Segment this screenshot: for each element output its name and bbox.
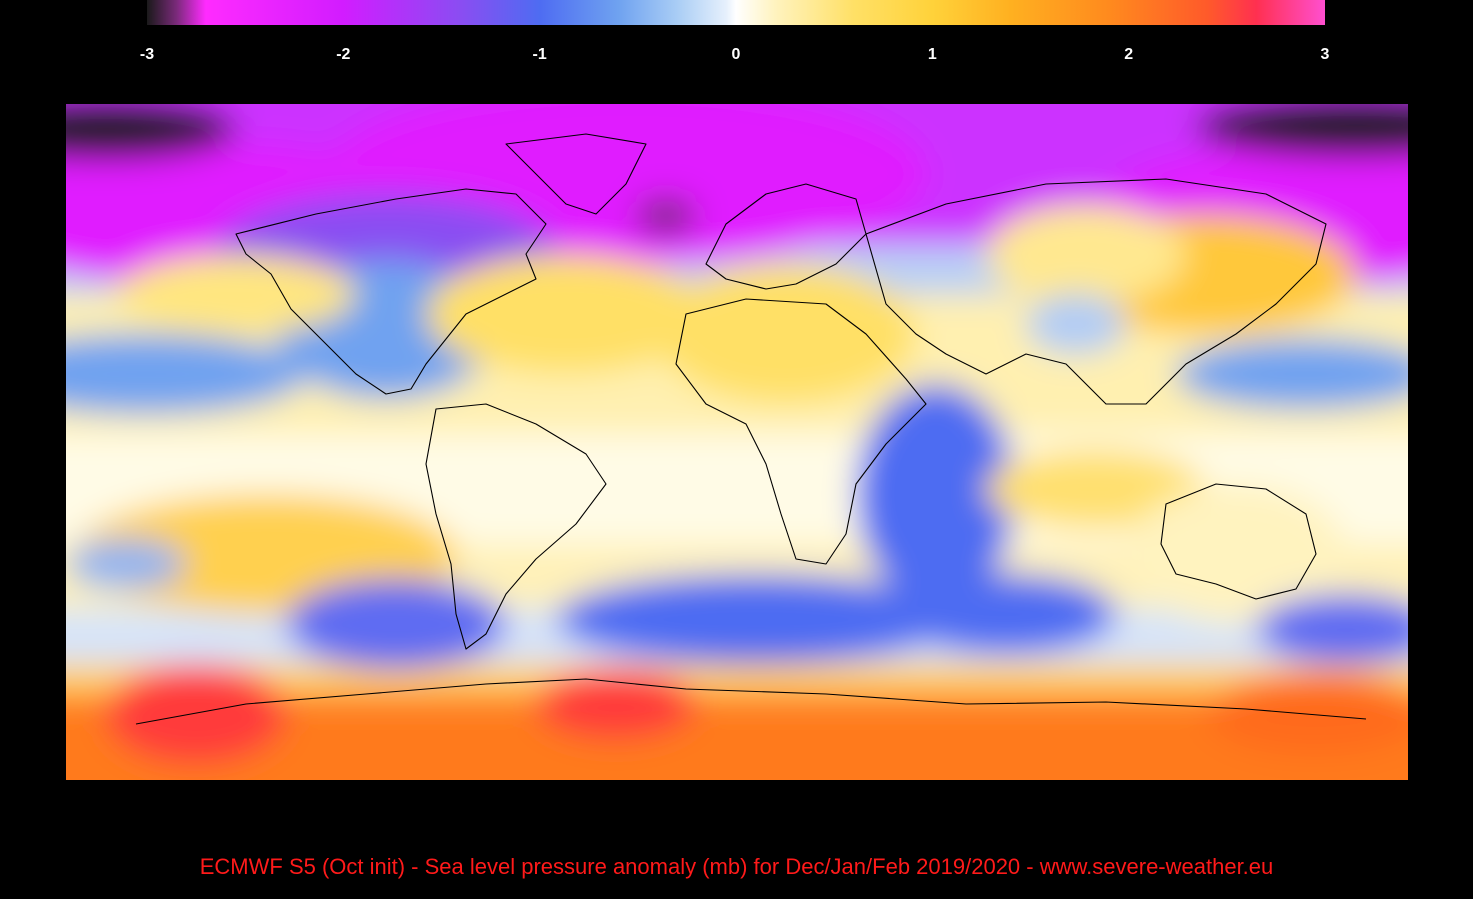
colorbar-gradient [147,0,1325,25]
low-tasman [1256,594,1408,664]
high-australia [1126,484,1346,624]
low-south-atlantic [556,574,956,664]
africa-coastline [675,298,927,565]
antarctica-coastline [135,678,1367,725]
world-anomaly-map [66,104,1408,780]
colorbar-tick-label: -2 [336,46,351,63]
south-america-coastline [425,403,607,650]
anomaly-field [66,104,1408,780]
greenland-coastline [505,133,647,215]
low-south-indian [896,574,1116,654]
colorbar-tick-label: 1 [927,46,937,63]
colorbar-tick-label: 3 [1320,46,1330,63]
colorbar [147,0,1325,25]
low-arctic-nw [66,104,236,159]
north-america-coastline [235,188,547,395]
colorbar-tick-label: 2 [1124,46,1134,63]
high-indian-east [986,449,1206,529]
low-east-pacific [66,334,306,414]
low-tibet [1026,294,1126,354]
colorbar-tick-label: 0 [731,46,741,63]
map-caption: ECMWF S5 (Oct init) - Sea level pressure… [199,854,1274,879]
low-west-pacific [1176,339,1408,409]
low-far-south-pacific [66,539,186,589]
low-drake [286,579,506,669]
low-iceland-core [636,198,696,234]
band-antarctica [66,694,1408,780]
high-north-pacific [116,254,356,334]
low-indian-ocean [856,384,1016,604]
colorbar-tick-labels: -3 -2 -1 0 1 2 3 [140,44,1330,66]
high-central-asia [986,204,1186,304]
asia-coastline [865,178,1327,405]
australia-coastline [1160,483,1317,600]
colorbar-tick-label: -3 [139,46,155,63]
high-north-atlantic [426,254,706,374]
colorbar-tick-label: -1 [532,46,547,63]
high-north-africa [656,264,916,404]
low-arctic-ne [1196,104,1408,156]
high-weddell [536,669,696,739]
map-canvas [66,104,1408,780]
high-amundsen [106,664,286,764]
coastline-outlines [135,133,1367,725]
